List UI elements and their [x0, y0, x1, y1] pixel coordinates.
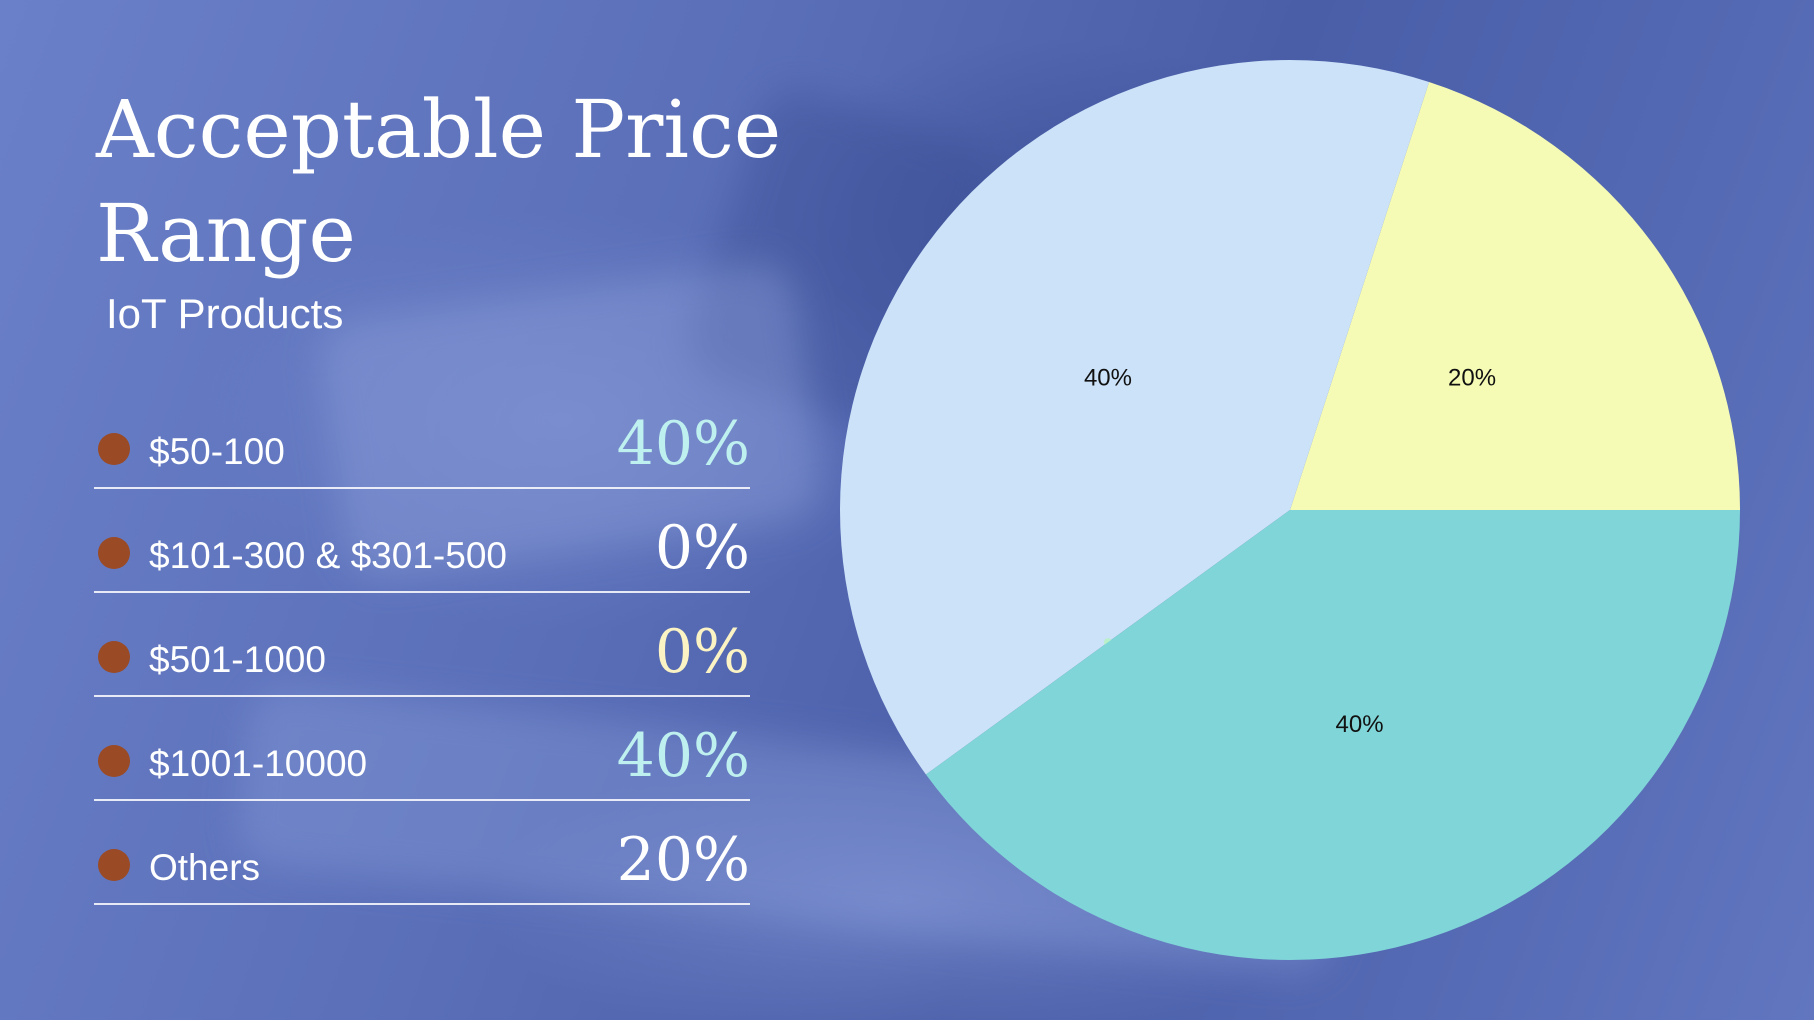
legend-row: $501-1000 0% [94, 591, 750, 697]
page-subtitle: IoT Products [106, 290, 344, 337]
legend-bullet-icon [98, 849, 130, 881]
legend-label: $1001-10000 [149, 743, 368, 784]
pie-slice [840, 60, 1430, 775]
legend-value: 20% [616, 825, 750, 895]
legend-bullet-icon [98, 745, 130, 777]
legend-value: 40% [616, 721, 750, 791]
pie-slice-label: 40% [1336, 711, 1384, 738]
pie-chart: 20%40%0%40% [840, 60, 1740, 961]
pie-slice-label: 40% [1084, 365, 1132, 392]
legend-value: 0% [654, 513, 750, 583]
legend-label: $50-100 [149, 431, 285, 472]
pie-slice [925, 510, 1740, 961]
legend-row: $50-100 40% [94, 383, 750, 489]
legend-label: Others [149, 847, 261, 888]
legend-value: 40% [616, 409, 750, 479]
legend-bullet-icon [98, 537, 130, 569]
legend-row: $1001-10000 40% [94, 695, 750, 801]
legend-row: $101-300 & $301-500 0% [94, 487, 750, 593]
legend-bullet-icon [98, 433, 130, 465]
page-title: Acceptable Price Range [96, 83, 782, 280]
pie-slice-label: 20% [1448, 365, 1496, 392]
legend-row: Others 20% [94, 799, 750, 905]
legend-label: $101-300 & $301-500 [149, 535, 507, 576]
legend-label: $501-1000 [149, 639, 326, 680]
legend-value: 0% [654, 617, 750, 687]
pie-slice [1290, 82, 1740, 510]
legend-bullet-icon [98, 641, 130, 673]
